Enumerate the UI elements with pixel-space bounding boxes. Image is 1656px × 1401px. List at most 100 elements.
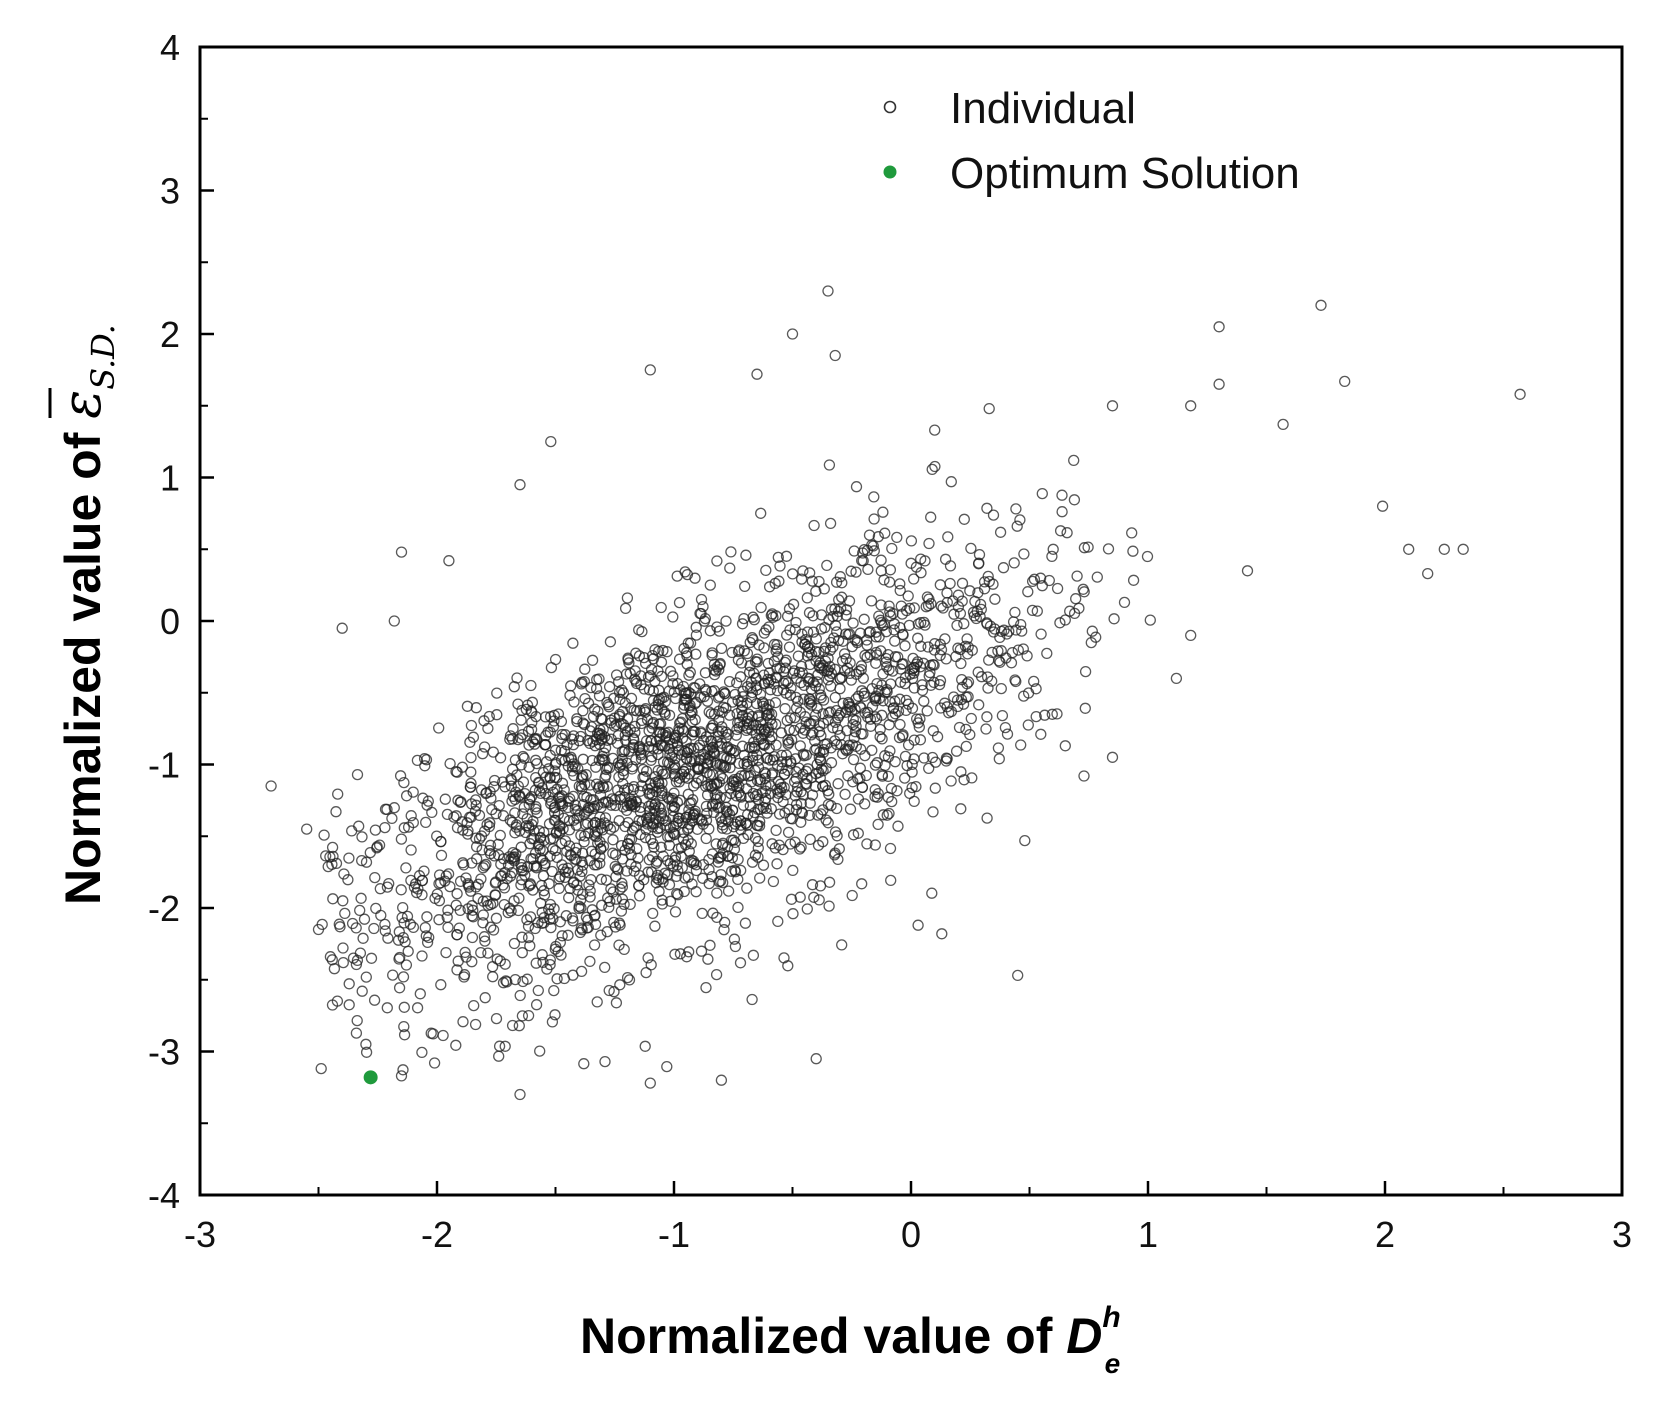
individual-point: [669, 906, 682, 918]
individual-point: [338, 868, 350, 880]
individual-point: [574, 926, 586, 939]
individual-point: [484, 898, 497, 911]
individual-point: [460, 872, 472, 884]
individual-point: [956, 673, 968, 686]
individual-point: [451, 822, 464, 834]
individual-point: [752, 761, 765, 774]
individual-point: [568, 696, 580, 708]
individual-point: [934, 638, 946, 650]
individual-point: [395, 1070, 408, 1082]
individual-point: [771, 672, 783, 684]
individual-point: [521, 914, 533, 926]
individual-point: [808, 891, 820, 903]
individual-point: [749, 740, 761, 752]
individual-point: [516, 865, 528, 877]
individual-point: [1028, 675, 1040, 688]
individual-point: [656, 787, 668, 799]
individual-point: [330, 806, 342, 818]
individual-point: [908, 662, 920, 674]
individual-point: [664, 895, 677, 907]
individual-point: [590, 761, 602, 773]
individual-point: [817, 765, 829, 777]
individual-point: [619, 602, 632, 615]
individual-point: [466, 956, 478, 968]
individual-point: [628, 704, 640, 716]
individual-point: [494, 752, 507, 764]
individual-point: [982, 682, 994, 694]
individual-point: [743, 791, 756, 803]
individual-point: [553, 792, 565, 804]
individual-point: [879, 527, 891, 539]
individual-point: [421, 936, 434, 949]
individual-point: [416, 1046, 428, 1059]
individual-point: [670, 870, 683, 883]
individual-point: [560, 910, 572, 922]
legend-label-optimum: Optimum Solution: [950, 149, 1300, 198]
individual-point: [958, 618, 970, 630]
individual-point: [871, 757, 883, 769]
individual-point: [921, 705, 933, 717]
individual-point: [556, 728, 568, 741]
individual-point: [804, 797, 816, 809]
individual-point: [882, 770, 894, 783]
individual-point: [801, 903, 813, 915]
individual-point: [1127, 574, 1140, 586]
individual-point: [365, 952, 378, 964]
individual-point: [751, 653, 763, 665]
individual-point: [809, 709, 822, 721]
individual-point: [355, 892, 367, 904]
individual-point: [649, 675, 661, 688]
individual-point: [889, 708, 901, 720]
individual-point: [516, 931, 528, 943]
individual-point: [402, 821, 415, 833]
individual-point: [513, 1020, 525, 1032]
individual-point: [955, 657, 967, 670]
individual-point: [711, 887, 723, 899]
individual-point: [569, 761, 581, 773]
legend-marker-optimum: [883, 165, 897, 179]
individual-point: [760, 564, 772, 577]
individual-point: [735, 864, 747, 877]
individual-point: [725, 743, 738, 756]
individual-point: [580, 806, 592, 818]
individual-point: [807, 626, 820, 638]
individual-point: [916, 684, 929, 697]
individual-point: [591, 727, 604, 739]
individual-point: [526, 696, 539, 708]
individual-point: [961, 648, 974, 660]
individual-point: [686, 878, 698, 890]
individual-point: [682, 871, 694, 883]
individual-point: [579, 663, 591, 675]
individual-point: [569, 803, 581, 816]
individual-point: [383, 877, 395, 890]
individual-point: [398, 1020, 410, 1033]
individual-point: [941, 587, 953, 599]
individual-point: [877, 506, 889, 518]
individual-point: [379, 925, 391, 937]
individual-point: [585, 681, 597, 694]
individual-point: [828, 632, 840, 644]
individual-point: [915, 640, 927, 652]
individual-point: [488, 781, 500, 793]
individual-point: [873, 610, 885, 622]
individual-point: [955, 803, 967, 815]
individual-point: [618, 746, 630, 758]
individual-point: [601, 780, 613, 793]
individual-point: [950, 745, 963, 757]
y-tick-label: -4: [148, 1175, 180, 1216]
individual-point: [530, 999, 543, 1011]
individual-point: [680, 763, 692, 775]
individual-point: [929, 756, 942, 768]
individual-point: [981, 502, 993, 514]
individual-point: [950, 650, 962, 663]
individual-point: [975, 603, 987, 616]
individual-point: [346, 825, 358, 837]
individual-point: [405, 874, 417, 887]
individual-point: [706, 647, 718, 659]
individual-point: [926, 463, 938, 476]
individual-point: [728, 933, 741, 945]
individual-point: [707, 907, 719, 919]
individual-point: [395, 546, 408, 558]
individual-point: [797, 789, 809, 801]
individual-point: [451, 888, 463, 900]
